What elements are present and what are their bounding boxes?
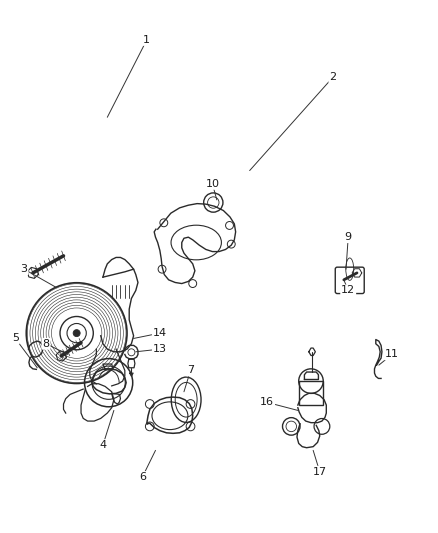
Text: 7: 7 <box>187 366 194 375</box>
Text: 4: 4 <box>99 440 106 450</box>
Text: 1: 1 <box>143 35 150 45</box>
Text: 13: 13 <box>153 344 167 354</box>
Text: 3: 3 <box>21 264 28 274</box>
Text: 12: 12 <box>341 286 355 295</box>
Text: 6: 6 <box>139 472 146 482</box>
Text: 8: 8 <box>42 339 49 349</box>
Text: 9: 9 <box>345 232 352 242</box>
Text: 5: 5 <box>12 334 19 343</box>
Circle shape <box>73 329 80 337</box>
Text: 17: 17 <box>313 467 327 477</box>
Text: 10: 10 <box>205 179 219 189</box>
Text: 2: 2 <box>329 72 336 82</box>
Text: 14: 14 <box>153 328 167 338</box>
Text: 11: 11 <box>385 350 399 359</box>
Text: 16: 16 <box>260 398 274 407</box>
